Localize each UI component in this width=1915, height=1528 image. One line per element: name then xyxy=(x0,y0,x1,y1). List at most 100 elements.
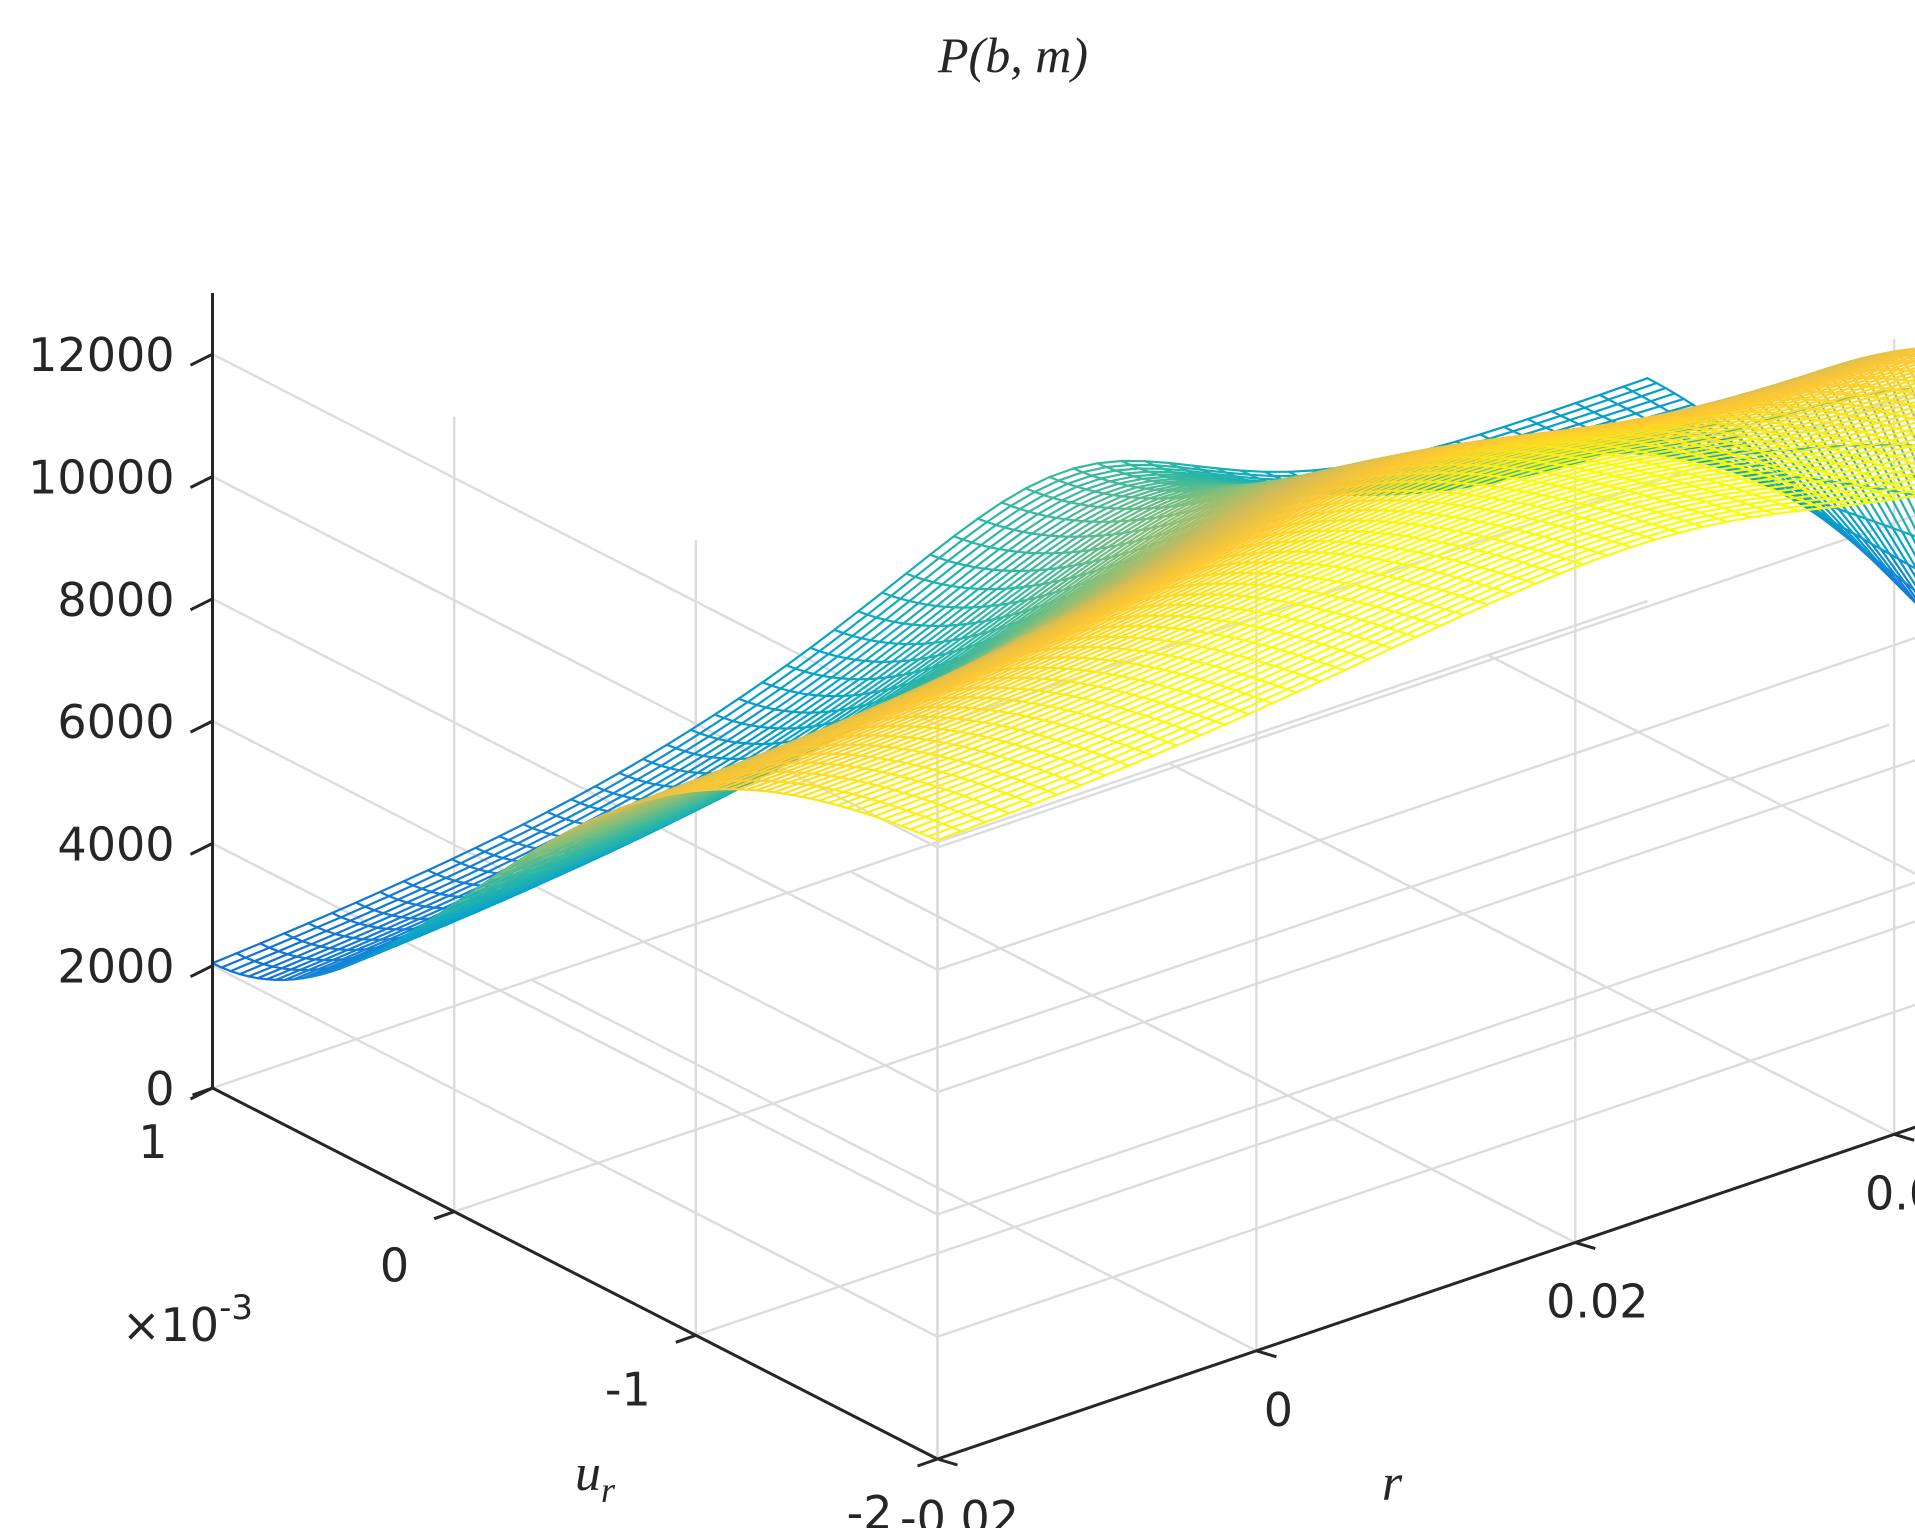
mesh-line-r xyxy=(713,713,725,720)
mesh-line-x xyxy=(1864,517,1891,556)
mesh-line-x xyxy=(761,664,788,684)
grid-line-x-floor xyxy=(695,920,1915,1337)
mesh-line-x xyxy=(1904,492,1915,516)
mesh-line-r xyxy=(974,566,986,570)
mesh-line-x xyxy=(881,572,908,594)
mesh-line-r xyxy=(952,535,965,541)
mesh-line-x xyxy=(1843,527,1870,556)
mesh-line-x xyxy=(1139,489,1166,500)
mesh-line-r xyxy=(1048,475,1060,482)
mesh-line-r xyxy=(1592,411,1605,418)
mesh-line-x xyxy=(1106,530,1134,549)
mesh-line-r xyxy=(1559,414,1572,422)
mesh-line-r xyxy=(731,719,744,725)
mesh-line-x xyxy=(603,775,630,792)
mesh-line-x xyxy=(1130,516,1157,533)
mesh-line-x xyxy=(852,677,879,697)
mesh-line-x xyxy=(923,559,950,581)
mesh-line-x xyxy=(863,641,890,663)
mesh-line-x xyxy=(1870,542,1897,577)
grid-line-r-floor xyxy=(1168,762,1895,1136)
mesh-line-x xyxy=(1598,385,1625,396)
mesh-line-x xyxy=(923,624,951,645)
mesh-line-x xyxy=(683,735,711,753)
mesh-line-x xyxy=(1139,515,1167,532)
mesh-line-r xyxy=(1655,382,1667,390)
mesh-line-x xyxy=(810,695,837,714)
mesh-line-x xyxy=(946,541,974,563)
mesh-line-x xyxy=(851,616,878,638)
mesh-line-x xyxy=(956,605,984,627)
mesh-line-x xyxy=(1108,475,1135,483)
grid-line-r-floor xyxy=(530,978,1257,1352)
mesh-line-x xyxy=(1022,568,1049,589)
mesh-line-x xyxy=(937,538,965,560)
mesh-line-x xyxy=(1045,501,1073,518)
mesh-line-x xyxy=(928,535,956,556)
mesh-line-r xyxy=(235,952,247,959)
mesh-line-r xyxy=(994,523,1007,529)
mesh-line-x xyxy=(1622,377,1649,388)
mesh-line-r xyxy=(893,620,905,625)
mesh-line-x xyxy=(914,624,941,646)
mesh-line-x xyxy=(1103,519,1130,537)
mesh-line-x xyxy=(1248,473,1276,478)
mesh-line-r xyxy=(402,880,414,887)
mesh-line-x xyxy=(848,660,876,681)
mesh-line-x xyxy=(1169,495,1196,508)
mesh-line-x xyxy=(1115,528,1143,547)
mesh-line-x xyxy=(1658,397,1685,408)
mesh-line-x xyxy=(1544,418,1572,429)
mesh-line-r xyxy=(818,650,830,656)
mesh-line-x xyxy=(1172,501,1200,516)
mesh-line-x xyxy=(770,667,797,687)
mesh-line-r xyxy=(579,802,591,808)
mesh-line-r xyxy=(617,771,630,778)
mesh-line-r xyxy=(812,672,824,678)
mesh-line-x xyxy=(1013,568,1040,590)
mesh-line-x xyxy=(794,650,821,670)
mesh-line-x xyxy=(1007,532,1034,552)
mesh-line-x xyxy=(1153,484,1181,491)
mesh-line-x xyxy=(669,752,696,770)
mesh-line-x xyxy=(1861,537,1888,570)
mesh-line-x xyxy=(1106,496,1133,509)
mesh-line-x xyxy=(1667,403,1694,413)
mesh-line-x xyxy=(899,642,927,663)
mesh-line-x xyxy=(986,569,1013,591)
mesh-line-r xyxy=(875,616,887,622)
mesh-line-x xyxy=(869,620,896,642)
mesh-line-x xyxy=(1031,567,1059,587)
grid-line-z-back xyxy=(937,636,1915,971)
mesh-line-x xyxy=(812,655,839,676)
mesh-line-r xyxy=(976,517,989,524)
mesh-line-x xyxy=(1148,513,1176,530)
grid xyxy=(211,293,1915,1461)
mesh-line-x xyxy=(1004,569,1031,590)
mesh-line-x xyxy=(689,713,716,732)
mesh-line-r xyxy=(498,835,510,842)
mesh-line-r xyxy=(378,890,391,898)
mesh-line-r xyxy=(908,599,920,605)
mesh-line-x xyxy=(612,778,639,795)
mesh-line-x xyxy=(439,881,466,896)
mesh-line-x xyxy=(842,613,869,635)
mesh-line-x xyxy=(1191,464,1219,470)
mesh-line-x xyxy=(758,709,786,729)
mesh-line-x xyxy=(1142,497,1169,510)
mesh-line-r xyxy=(546,810,558,817)
mesh-line-x xyxy=(1855,514,1882,551)
mesh-line-x xyxy=(1109,507,1136,523)
mesh-line-r xyxy=(354,901,367,908)
mesh-line-x xyxy=(1019,552,1046,573)
mesh-line-x xyxy=(1574,393,1601,405)
mesh-line-r xyxy=(689,728,702,735)
mesh-line-r xyxy=(866,613,878,619)
mesh-line-x xyxy=(833,678,861,698)
mesh-line-r xyxy=(1574,402,1586,409)
mesh-line-x xyxy=(720,742,747,760)
mesh-line-x xyxy=(1123,470,1150,475)
mesh-line-x xyxy=(830,658,857,679)
mesh-line-r xyxy=(950,584,962,589)
grid-line-z-back xyxy=(937,1125,1915,1461)
